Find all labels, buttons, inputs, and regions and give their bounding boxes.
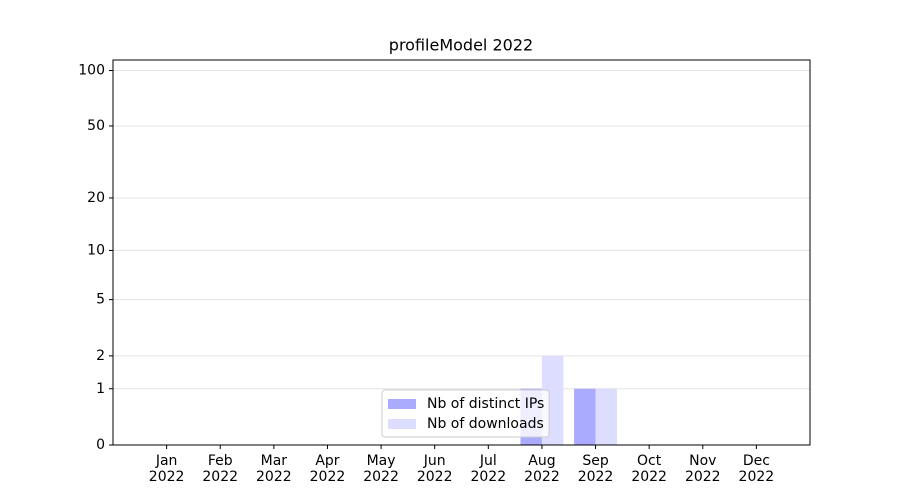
y-tick-label: 10 — [87, 242, 105, 258]
x-tick-label: Feb 2022 — [202, 453, 239, 485]
bar — [574, 388, 596, 445]
chart-title: profileModel 2022 — [389, 36, 533, 55]
legend-box — [381, 389, 550, 438]
x-tick-label: Jan 2022 — [148, 453, 185, 485]
y-tick-label: 2 — [96, 348, 105, 364]
x-tick-label: May 2022 — [363, 453, 399, 485]
x-tick-label: Aug 2022 — [524, 453, 560, 485]
x-tick-label: Nov 2022 — [684, 453, 721, 485]
legend-label: Nb of downloads — [427, 416, 544, 432]
x-tick-label: Sep 2022 — [577, 453, 614, 485]
legend-swatch — [388, 419, 416, 429]
y-tick-label: 0 — [96, 437, 105, 453]
legend-label: Nb of distinct IPs — [427, 396, 544, 412]
y-tick-label: 50 — [87, 118, 105, 134]
x-tick-label: Mar 2022 — [256, 453, 292, 485]
x-tick-label: Oct 2022 — [631, 453, 667, 485]
x-tick-label: Apr 2022 — [309, 453, 346, 485]
y-tick-label: 100 — [78, 63, 105, 79]
bar — [595, 388, 617, 445]
x-tick-label: Jun 2022 — [416, 453, 453, 485]
legend-swatch — [388, 399, 416, 409]
y-tick-label: 1 — [96, 381, 105, 397]
plot-frame — [112, 59, 811, 446]
x-tick-label: Jul 2022 — [470, 453, 507, 485]
x-tick-label: Dec 2022 — [738, 453, 775, 485]
y-tick-label: 5 — [96, 292, 105, 308]
y-tick-label: 20 — [87, 190, 105, 206]
